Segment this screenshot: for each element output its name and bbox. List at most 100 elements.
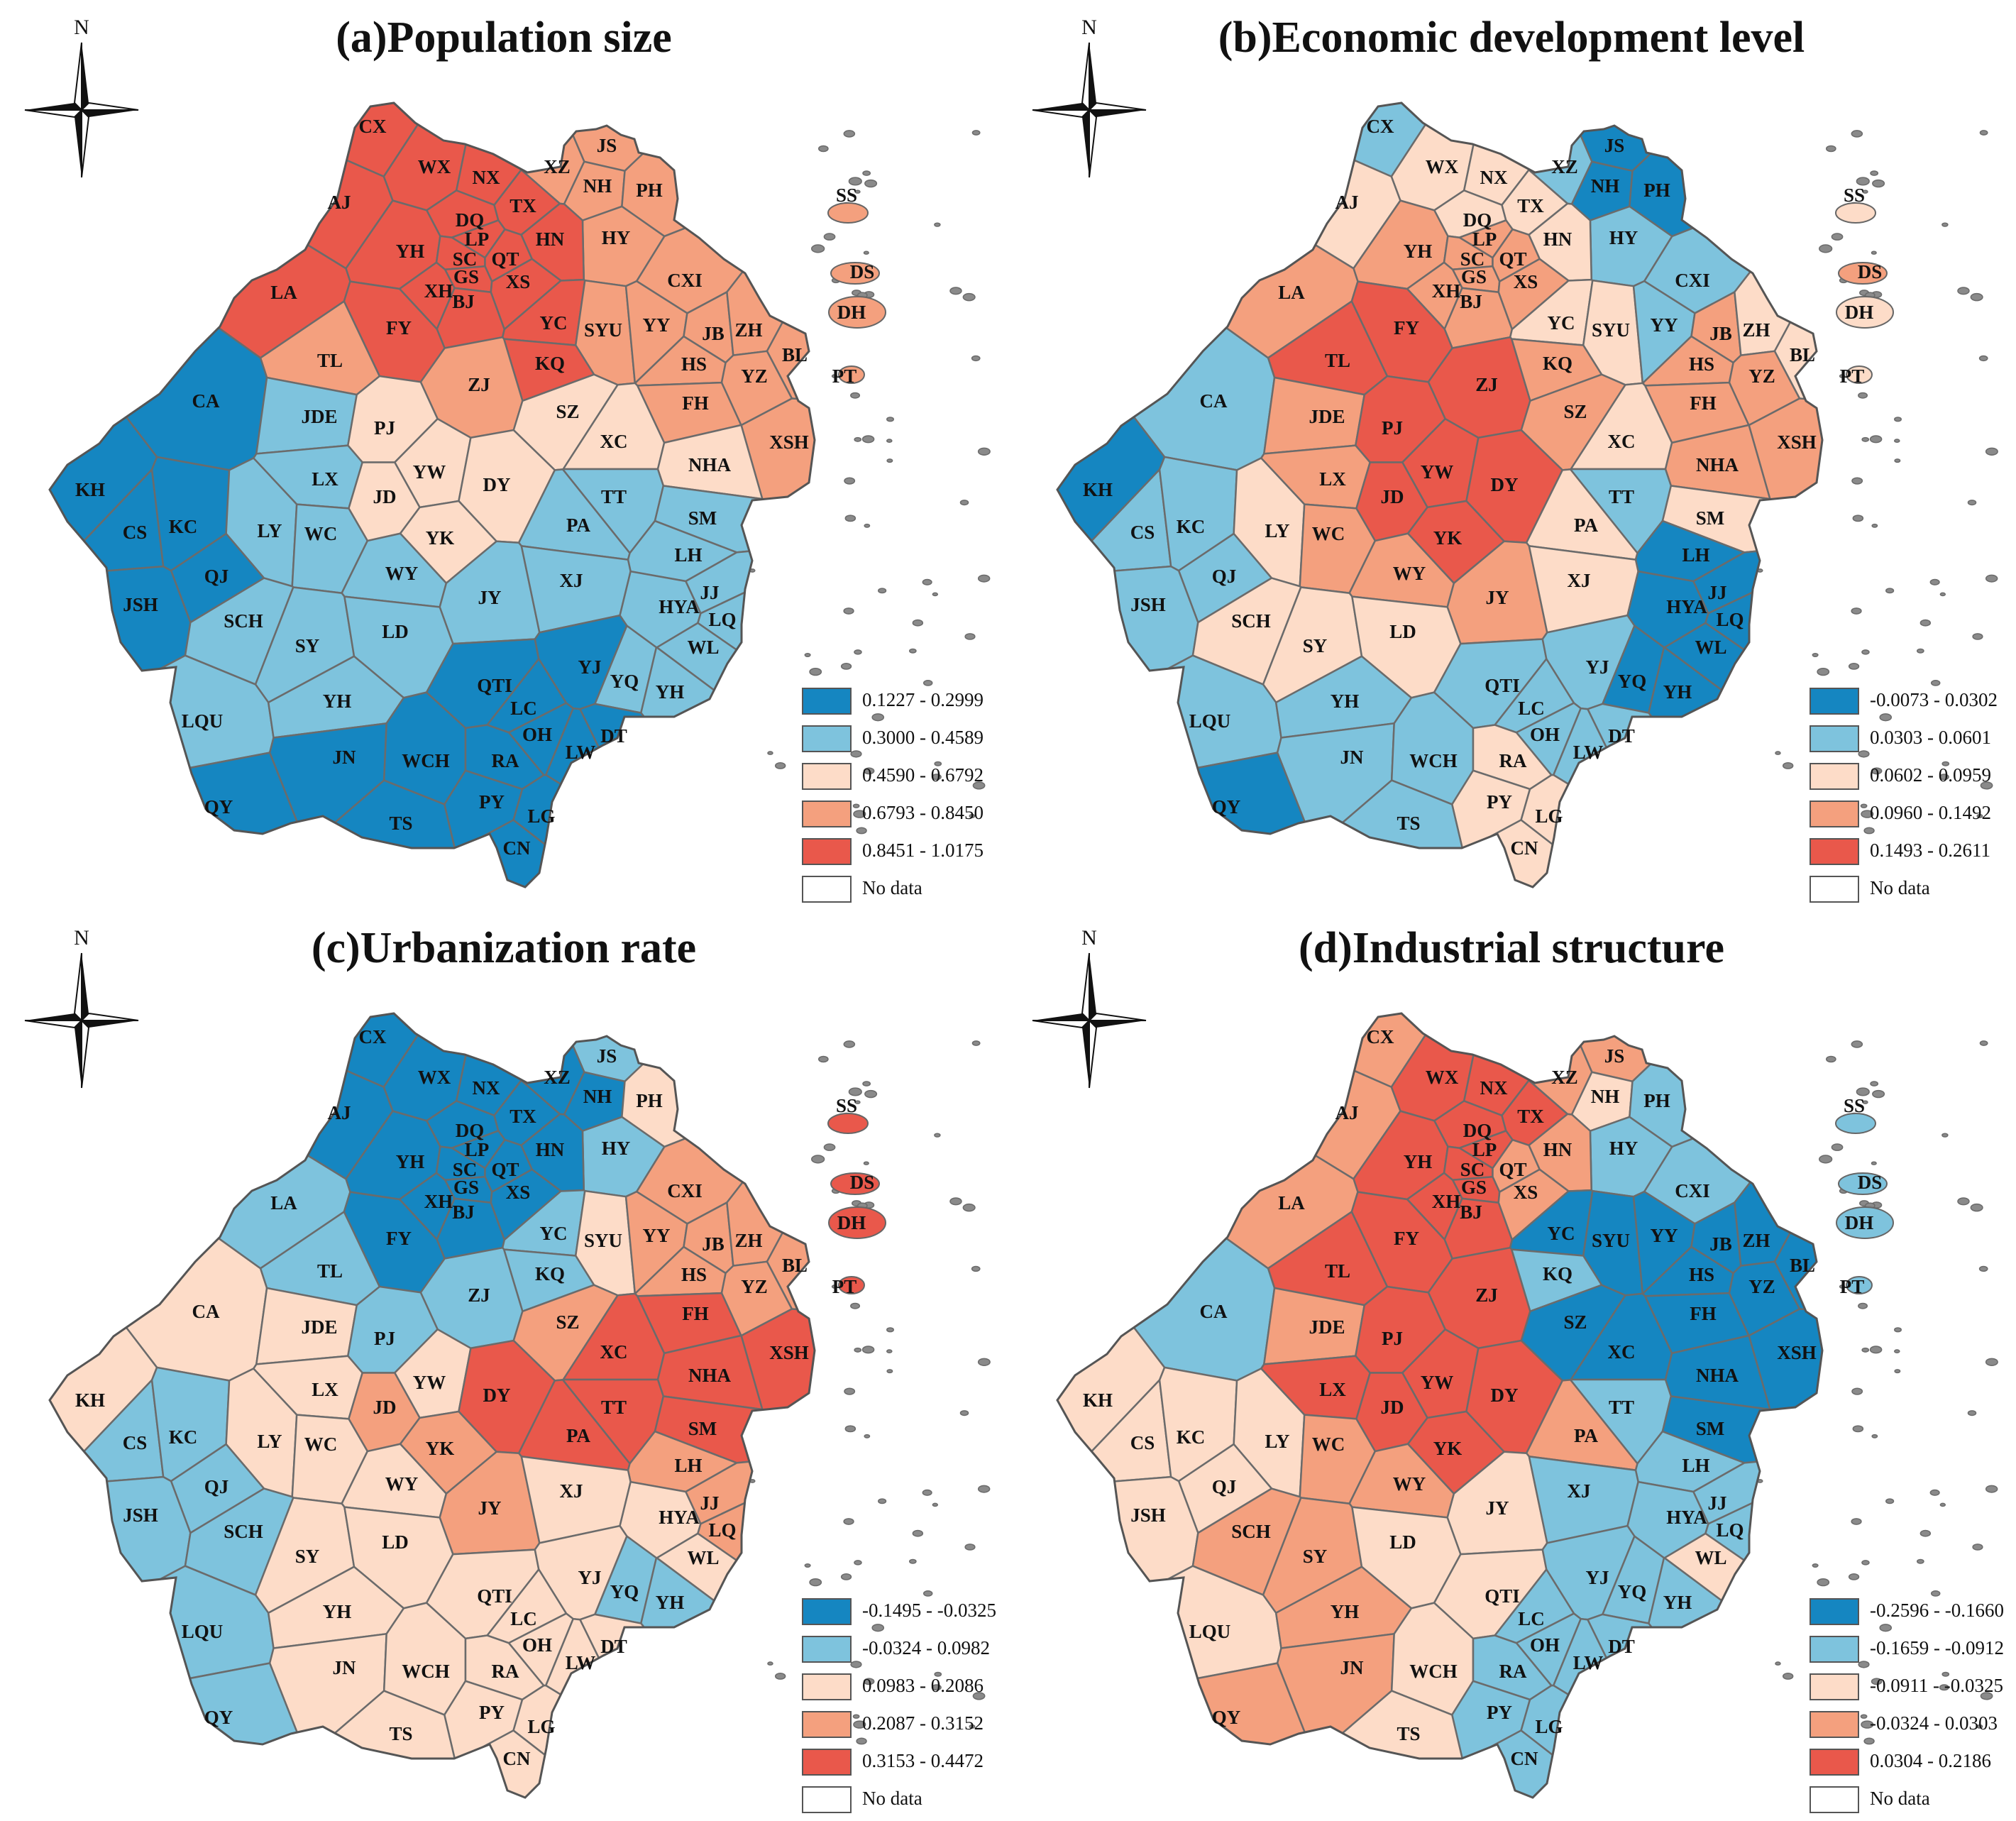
region-ds[interactable] xyxy=(1785,1146,1845,1199)
region-label: XC xyxy=(1608,1341,1636,1363)
region-label: CX xyxy=(359,116,387,137)
region-label: JB xyxy=(1709,323,1732,344)
island-dot xyxy=(850,392,861,399)
region-label: LQ xyxy=(708,609,736,630)
island-ds[interactable] xyxy=(830,1172,880,1195)
region-lg[interactable] xyxy=(1520,774,1719,894)
region-label: LY xyxy=(1265,1431,1289,1452)
region-label: PT xyxy=(832,365,857,387)
region-qy[interactable] xyxy=(28,1662,308,1805)
region-label: KH xyxy=(75,1390,105,1411)
region-label: NH xyxy=(583,1086,612,1107)
region-label: BJ xyxy=(1460,291,1482,312)
region-label: JSH xyxy=(1130,1504,1166,1526)
island-pt[interactable] xyxy=(1846,1276,1873,1294)
legend-label: 0.0602 - 0.0959 xyxy=(1870,764,1991,786)
region-label: QTI xyxy=(477,1585,512,1607)
region-label: LG xyxy=(1535,1716,1563,1737)
region-label: DH xyxy=(1845,1212,1874,1233)
region-label: LD xyxy=(1389,1531,1416,1553)
region-ss[interactable] xyxy=(747,1003,837,1161)
island-dot xyxy=(1941,1133,1949,1138)
region-ss[interactable] xyxy=(1754,1003,1845,1161)
region-label: KQ xyxy=(1543,353,1572,374)
north-arrow: N xyxy=(1032,926,1147,1089)
region-label: JSH xyxy=(1130,594,1166,615)
region-ph[interactable] xyxy=(1629,1003,1759,1148)
island-dh[interactable] xyxy=(828,296,886,329)
island-dot xyxy=(1871,767,1883,775)
region-label: RA xyxy=(492,1661,519,1682)
island-pt[interactable] xyxy=(1846,365,1873,384)
region-label: TX xyxy=(509,195,536,216)
island-dot xyxy=(886,1349,893,1353)
island-dot xyxy=(1860,1714,1868,1719)
region-label: DT xyxy=(1608,1636,1635,1657)
region-label: CN xyxy=(1511,1748,1538,1769)
islands xyxy=(1757,130,1998,835)
legend-swatch xyxy=(1810,1711,1859,1738)
island-pt[interactable] xyxy=(838,1276,865,1294)
island-ds[interactable] xyxy=(830,262,880,285)
province-outline xyxy=(1056,1012,1824,1799)
island-dot xyxy=(1894,417,1902,422)
region-label: BL xyxy=(1790,344,1815,365)
region-label: WC xyxy=(1312,1434,1345,1455)
region-label: KC xyxy=(169,516,198,537)
island-ss[interactable] xyxy=(827,1113,869,1134)
island-ss[interactable] xyxy=(827,202,869,224)
region-ph[interactable] xyxy=(1629,92,1759,238)
region-qy[interactable] xyxy=(1036,752,1316,894)
region-ph[interactable] xyxy=(621,92,751,238)
region-qy[interactable] xyxy=(1036,1662,1316,1805)
island-ds[interactable] xyxy=(1838,262,1888,285)
region-lg[interactable] xyxy=(512,1684,711,1805)
region-label: LD xyxy=(382,621,409,642)
island-dot xyxy=(912,1529,924,1537)
region-label: CN xyxy=(1511,837,1538,859)
island-dh[interactable] xyxy=(1836,296,1894,329)
island-dot xyxy=(1812,653,1819,658)
region-label: WY xyxy=(385,1473,419,1495)
region-label: DH xyxy=(1845,302,1874,323)
region-label: WCH xyxy=(402,1661,450,1682)
region-label: HN xyxy=(1543,229,1572,250)
region-ds[interactable] xyxy=(777,236,837,288)
island-dot xyxy=(863,251,869,255)
island-dh[interactable] xyxy=(1836,1206,1894,1239)
region-label: JSH xyxy=(123,594,158,615)
north-arrow: N xyxy=(24,926,139,1089)
region-lg[interactable] xyxy=(512,774,711,894)
region-label: JB xyxy=(1709,1233,1732,1255)
region-label: HN xyxy=(536,1139,565,1160)
region-label: NHA xyxy=(1696,1365,1739,1386)
island-ss[interactable] xyxy=(1835,202,1876,224)
region-lg[interactable] xyxy=(1520,1684,1719,1805)
region-ph[interactable] xyxy=(621,1003,751,1148)
region-qy[interactable] xyxy=(28,752,308,894)
legend-swatch xyxy=(1810,1673,1859,1700)
island-dot xyxy=(1879,713,1893,722)
region-label: TT xyxy=(1609,486,1634,507)
region-label: KC xyxy=(1177,516,1206,537)
region-ds[interactable] xyxy=(1785,236,1845,288)
region-ds[interactable] xyxy=(777,1146,837,1199)
island-dot xyxy=(1858,1661,1870,1668)
legend-label: 0.8451 - 1.0175 xyxy=(862,840,984,861)
region-label: LQU xyxy=(1189,710,1231,732)
map-panel-population: CX JS WX NX XZ NH PH AJ DQ TX HY LP HN YH SC QT GS XS XH BJ… xyxy=(0,0,1008,908)
region-ss[interactable] xyxy=(1754,92,1845,251)
region-label: PH xyxy=(636,180,663,201)
region-label: YY xyxy=(643,314,671,336)
island-ds[interactable] xyxy=(1838,1172,1888,1195)
region-label: BJ xyxy=(1460,1201,1482,1223)
legend-label: -0.0324 - 0.0303 xyxy=(1870,1712,1998,1734)
region-label: QJ xyxy=(204,1476,229,1497)
region-label: JDE xyxy=(1309,406,1345,427)
island-dh[interactable] xyxy=(828,1206,886,1239)
island-pt[interactable] xyxy=(838,365,865,384)
map-panel-urbanization: CX JS WX NX XZ NH PH AJ DQ TX HY LP HN YH SC QT GS XS XH BJ… xyxy=(0,910,1008,1819)
island-ss[interactable] xyxy=(1835,1113,1876,1134)
island-dot xyxy=(852,803,860,808)
region-ss[interactable] xyxy=(747,92,837,251)
